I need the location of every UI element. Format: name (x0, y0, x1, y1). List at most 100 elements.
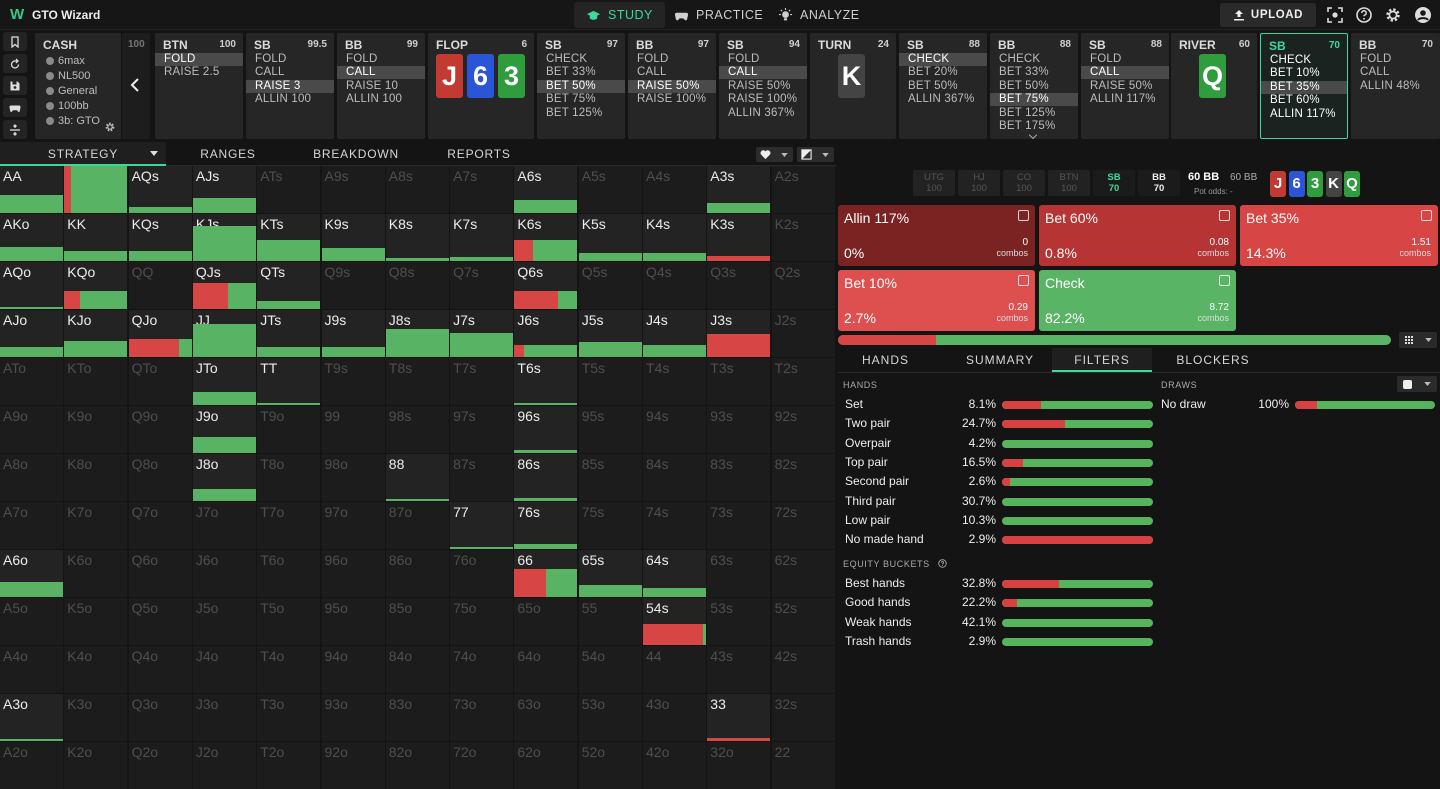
hand-cell[interactable]: Q8o (128, 454, 192, 501)
action-details-icon[interactable] (1219, 210, 1230, 221)
hand-cell[interactable]: A6o (0, 550, 63, 597)
hand-cell[interactable]: 86o (385, 550, 449, 597)
hand-cell[interactable]: A6s (514, 166, 578, 213)
hand-cell[interactable]: 62o (514, 742, 578, 789)
hand-cell[interactable]: K5s (578, 214, 642, 261)
filter-row[interactable]: Low pair 10.3% (845, 513, 1153, 529)
hand-cell[interactable]: 74s (643, 502, 706, 549)
hand-cell[interactable]: 97s (450, 406, 514, 453)
hand-cell[interactable]: T9s (321, 358, 385, 405)
hand-cell[interactable]: 83s (707, 454, 771, 501)
hand-cell[interactable]: 84o (385, 646, 449, 693)
hand-cell[interactable]: 42o (643, 742, 706, 789)
hand-cell[interactable]: 98o (321, 454, 385, 501)
hand-cell[interactable]: JJ (192, 310, 256, 357)
hand-cell[interactable]: A2s (771, 166, 835, 213)
hand-cell[interactable]: JTs (257, 310, 321, 357)
hand-cell[interactable]: 93s (707, 406, 771, 453)
hand-cell[interactable]: 52o (578, 742, 642, 789)
action-option[interactable]: CHECK (1270, 54, 1312, 66)
tab-strategy[interactable]: STRATEGY (0, 142, 166, 166)
hand-cell[interactable]: 53s (707, 598, 771, 645)
hand-cell[interactable]: A3o (0, 694, 63, 741)
hand-cell[interactable]: J5s (578, 310, 642, 357)
hand-cell[interactable]: T7o (257, 502, 321, 549)
hand-cell[interactable]: 95o (321, 598, 385, 645)
hand-cell[interactable]: 75o (450, 598, 514, 645)
hand-cell[interactable]: J7o (192, 502, 256, 549)
filter-row[interactable]: Best hands 32.8% (845, 576, 1153, 592)
hand-cell[interactable]: 72o (450, 742, 514, 789)
hand-cell[interactable]: A9o (0, 406, 63, 453)
hand-cell[interactable]: T5o (257, 598, 321, 645)
action-option[interactable]: RAISE 50% (628, 79, 716, 93)
compare-button[interactable] (3, 120, 27, 139)
hand-cell[interactable]: 82s (771, 454, 835, 501)
hand-cell[interactable]: ATo (0, 358, 63, 405)
hand-cell[interactable]: K9s (321, 214, 385, 261)
action-box-check[interactable]: Check 82.2% 8.72 combos (1039, 270, 1236, 331)
hand-cell[interactable]: ATs (257, 166, 321, 213)
hand-cell[interactable]: 74o (450, 646, 514, 693)
hand-cell[interactable]: 22 (771, 742, 835, 789)
action-column-bb[interactable]: BB 88 CHECK BET 33% BET 50% BET 75% BET 125% BE… (990, 33, 1078, 139)
hand-cell[interactable]: A5s (578, 166, 642, 213)
hand-cell[interactable]: 32s (771, 694, 835, 741)
hand-cell[interactable]: A9s (321, 166, 385, 213)
hand-cell[interactable]: 53o (578, 694, 642, 741)
action-box-allin-117-[interactable]: Allin 117% 0% 0 combos (838, 205, 1035, 266)
hand-cell[interactable]: K3s (707, 214, 771, 261)
hand-cell[interactable]: AA (0, 166, 63, 213)
hand-cell[interactable]: J5o (192, 598, 256, 645)
nav-study[interactable]: STUDY (574, 2, 665, 28)
action-column-sb[interactable]: SB 70 CHECK BET 10% BET 35% BET 60% ALLIN 117% (1260, 33, 1348, 139)
hand-cell[interactable]: AJo (0, 310, 63, 357)
hand-cell[interactable]: 43o (643, 694, 706, 741)
help-icon[interactable] (938, 559, 947, 568)
hand-cell[interactable]: 85o (385, 598, 449, 645)
action-option[interactable]: ALLIN 367% (908, 93, 975, 106)
action-option[interactable]: BET 35% (1261, 80, 1347, 94)
hand-cell[interactable]: J8s (385, 310, 449, 357)
hand-cell[interactable]: Q7o (128, 502, 192, 549)
hand-cell[interactable]: Q3s (707, 262, 771, 309)
hand-cell[interactable]: T6o (257, 550, 321, 597)
street-flop[interactable]: FLOP 6 J 6 3 (428, 33, 534, 139)
action-option[interactable]: BET 50% (537, 79, 625, 93)
hand-cell[interactable]: 84s (643, 454, 706, 501)
action-column-sb[interactable]: SB 97 CHECK BET 33% BET 50% BET 75% BET 125% (537, 33, 625, 139)
hand-cell[interactable]: 76s (514, 502, 578, 549)
hand-cell[interactable]: K9o (64, 406, 128, 453)
hand-cell[interactable]: KQo (64, 262, 128, 309)
hand-cell[interactable]: 77 (450, 502, 514, 549)
hand-cell[interactable]: KJo (64, 310, 128, 357)
action-column-sb[interactable]: SB 88 FOLD CALL RAISE 50% ALLIN 117% (1081, 33, 1169, 139)
hand-cell[interactable]: 66 (514, 550, 578, 597)
action-option[interactable]: FOLD (346, 53, 378, 65)
hand-cell[interactable]: 54o (578, 646, 642, 693)
hand-cell[interactable]: 94o (321, 646, 385, 693)
hand-cell[interactable]: T4o (257, 646, 321, 693)
hand-cell[interactable]: K7o (64, 502, 128, 549)
hand-cell[interactable]: J9o (192, 406, 256, 453)
action-option[interactable]: CALL (637, 66, 667, 79)
hand-cell[interactable]: 42s (771, 646, 835, 693)
action-option[interactable]: BET 20% (908, 66, 958, 79)
action-option[interactable]: BET 50% (908, 79, 958, 92)
hand-cell[interactable]: A4s (643, 166, 706, 213)
seat-co[interactable]: CO 100 (1003, 170, 1045, 196)
account-avatar-icon[interactable] (1414, 6, 1432, 24)
hand-cell[interactable]: J7s (450, 310, 514, 357)
hand-cell[interactable]: 86s (514, 454, 578, 501)
action-option[interactable]: CALL (1360, 66, 1390, 79)
hand-cell[interactable]: J4s (643, 310, 706, 357)
nav-practice[interactable]: PRACTICE (662, 2, 775, 28)
hand-cell[interactable]: 63o (514, 694, 578, 741)
action-option[interactable]: BET 60% (1270, 94, 1320, 107)
hand-cell[interactable]: J6s (514, 310, 578, 357)
hand-cell[interactable]: K5o (64, 598, 128, 645)
hand-cell[interactable]: AJs (192, 166, 256, 213)
hand-cell[interactable]: Q7s (450, 262, 514, 309)
action-option[interactable]: ALLIN 117% (1270, 107, 1336, 120)
hand-cell[interactable]: 96s (514, 406, 578, 453)
